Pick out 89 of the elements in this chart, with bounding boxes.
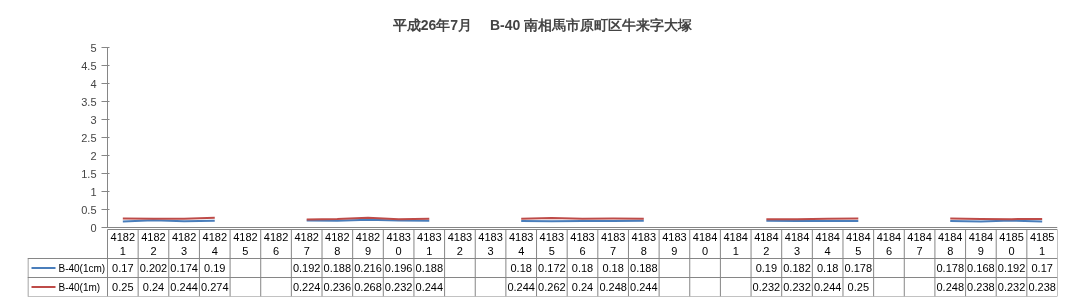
- y-tick-label: 4.5: [81, 59, 97, 72]
- data-label: 0.248: [599, 281, 627, 293]
- x-tick-label: 41835: [539, 231, 565, 257]
- x-tick-label: 41843: [784, 231, 810, 257]
- data-label: 0.192: [997, 262, 1026, 274]
- x-tick-label: 41850: [999, 231, 1024, 257]
- x-tick-label: 41834: [508, 231, 534, 257]
- x-tick-label: 41836: [570, 231, 595, 257]
- data-label: 0.17: [1031, 262, 1053, 274]
- x-tick-label: 41842: [754, 231, 779, 257]
- x-tick-label: 41840: [692, 231, 718, 257]
- y-tick-label: 0.5: [81, 203, 97, 216]
- x-tick-label: 41831: [417, 231, 442, 257]
- x-tick-label: 41822: [141, 231, 166, 257]
- x-tick-label: 41839: [662, 231, 687, 257]
- data-label: 0.18: [816, 262, 839, 274]
- x-tick-label: 41826: [263, 231, 289, 257]
- x-tick-label: 41837: [600, 231, 626, 257]
- x-tick-label: 41825: [233, 231, 258, 257]
- data-label: 0.232: [752, 281, 781, 293]
- x-tick-label: 41824: [202, 231, 228, 257]
- y-tick-label: 1: [90, 185, 97, 198]
- x-tick-label: 41845: [846, 231, 871, 257]
- legend-label: B-40(1cm): [58, 262, 106, 274]
- data-label: 0.202: [139, 262, 168, 274]
- data-label: 0.25: [847, 281, 870, 293]
- x-tick-label: 41832: [447, 231, 473, 257]
- data-label: 0.224: [292, 281, 321, 293]
- y-tick-label: 0: [90, 221, 97, 234]
- x-tick-label: 41849: [968, 231, 994, 257]
- x-tick-label: 41833: [478, 231, 503, 257]
- x-tick-label: 41827: [294, 231, 319, 257]
- data-label: 0.238: [1028, 281, 1056, 293]
- x-tick-label: 41838: [631, 231, 657, 257]
- data-label: 0.268: [354, 281, 382, 293]
- data-label: 0.244: [813, 281, 842, 293]
- x-tick-label: 41846: [876, 231, 902, 257]
- data-label: 0.274: [200, 281, 229, 293]
- y-tick-label: 3: [90, 113, 97, 126]
- data-label: 0.232: [384, 281, 413, 293]
- data-label: 0.24: [571, 281, 594, 293]
- data-label: 0.174: [170, 262, 198, 274]
- data-label: 0.244: [170, 281, 198, 293]
- data-label: 0.244: [630, 281, 658, 293]
- data-label: 0.232: [997, 281, 1026, 293]
- data-label: 0.182: [783, 262, 811, 274]
- data-label: 0.244: [415, 281, 444, 293]
- data-label: 0.24: [142, 281, 165, 293]
- x-tick-label: 41841: [723, 231, 748, 257]
- x-tick-label: 41821: [110, 231, 136, 257]
- data-label: 0.18: [602, 262, 624, 274]
- data-label: 0.178: [844, 262, 873, 274]
- y-tick-label: 2: [90, 149, 97, 162]
- data-label: 0.238: [967, 281, 995, 293]
- legend-label: B-40(1m): [58, 281, 101, 293]
- x-tick-label: 41848: [938, 231, 963, 257]
- data-label: 0.232: [783, 281, 811, 293]
- data-label: 0.188: [630, 262, 658, 274]
- data-label: 0.188: [415, 262, 444, 274]
- data-label: 0.248: [936, 281, 965, 293]
- data-label: 0.18: [510, 262, 532, 274]
- x-tick-label: 41823: [171, 231, 197, 257]
- x-tick-label: 41847: [907, 231, 932, 257]
- data-label: 0.19: [204, 262, 226, 274]
- data-label: 0.18: [571, 262, 594, 274]
- y-tick-label: 1.5: [81, 167, 97, 180]
- y-tick-label: 5: [90, 41, 97, 54]
- x-tick-label: 41830: [386, 231, 411, 257]
- data-label: 0.172: [538, 262, 566, 274]
- y-tick-label: 3.5: [81, 95, 97, 108]
- data-label: 0.244: [507, 281, 535, 293]
- x-tick-label: 41844: [815, 231, 840, 257]
- data-label: 0.17: [112, 262, 134, 274]
- x-tick-label: 41829: [355, 231, 381, 257]
- data-label: 0.178: [936, 262, 965, 274]
- data-label: 0.216: [354, 262, 382, 274]
- x-tick-label: 41828: [325, 231, 350, 257]
- data-label: 0.262: [538, 281, 566, 293]
- x-tick-label: 41851: [1029, 231, 1055, 257]
- data-label: 0.19: [755, 262, 778, 274]
- data-label: 0.192: [292, 262, 321, 274]
- y-tick-label: 4: [90, 77, 97, 90]
- y-tick-label: 2.5: [81, 131, 97, 144]
- data-label: 0.25: [112, 281, 134, 293]
- data-label: 0.236: [323, 281, 352, 293]
- data-label: 0.168: [967, 262, 995, 274]
- data-label: 0.188: [323, 262, 352, 274]
- data-label: 0.196: [384, 262, 413, 274]
- chart-title: 平成26年7月 B-40 南相馬市原町区牛来字大塚: [391, 16, 694, 33]
